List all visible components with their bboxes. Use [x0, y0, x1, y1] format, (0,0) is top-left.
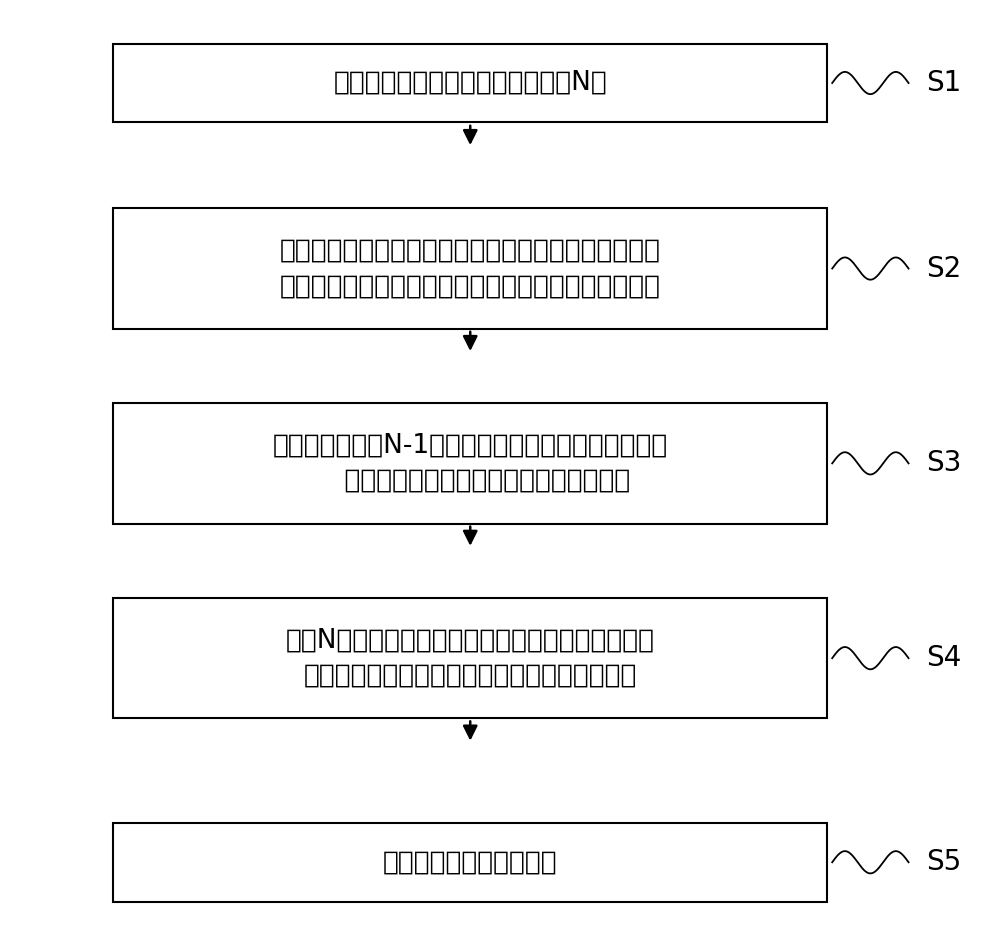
Text: 进行N层桩孔施工，利用钻机钻进到不良地层下方的: 进行N层桩孔施工，利用钻机钻进到不良地层下方的: [286, 627, 655, 653]
Text: 进行第二层到第N-1层桩孔施工，逐层采用钻孔、下放: 进行第二层到第N-1层桩孔施工，逐层采用钻孔、下放: [273, 432, 668, 459]
Text: 清孔，桩孔成孔作业完成: 清孔，桩孔成孔作业完成: [383, 849, 558, 875]
FancyBboxPatch shape: [113, 44, 827, 123]
Text: S5: S5: [926, 848, 962, 876]
Text: 原状地层内，下放护筒，浇筑混凝土，提升护筒: 原状地层内，下放护筒，浇筑混凝土，提升护筒: [304, 663, 637, 689]
Text: 根据不良地层厚度，将地层划分为N层: 根据不良地层厚度，将地层划分为N层: [333, 70, 607, 96]
FancyBboxPatch shape: [113, 208, 827, 329]
Text: 放护筒，浇筑混凝土，待混凝土达到一定强度提出护筒: 放护筒，浇筑混凝土，待混凝土达到一定强度提出护筒: [280, 273, 661, 300]
FancyBboxPatch shape: [113, 403, 827, 523]
Text: S2: S2: [926, 255, 962, 283]
Text: S4: S4: [926, 644, 962, 672]
Text: S1: S1: [926, 69, 962, 97]
FancyBboxPatch shape: [113, 823, 827, 901]
Text: S3: S3: [926, 449, 962, 477]
FancyBboxPatch shape: [113, 598, 827, 719]
Text: 进行第一层桩孔施工，利用钻机钻进到第一层层底，下: 进行第一层桩孔施工，利用钻机钻进到第一层层底，下: [280, 238, 661, 264]
Text: 护筒、凝土浇筑、提升护筒完成桩孔施工: 护筒、凝土浇筑、提升护筒完成桩孔施工: [311, 468, 630, 494]
